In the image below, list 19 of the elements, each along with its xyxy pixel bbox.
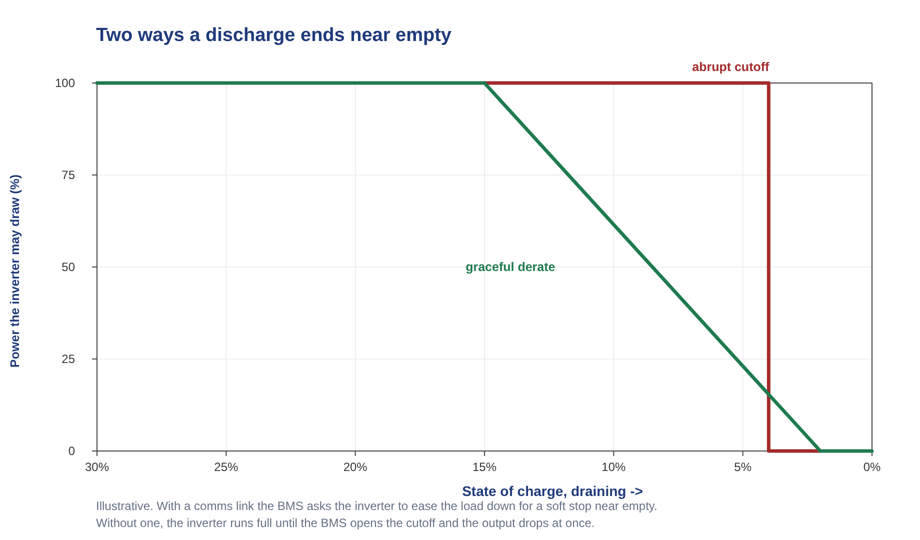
- series-label: abrupt cutoff: [692, 60, 770, 74]
- x-tick-label: 0%: [863, 460, 881, 474]
- y-tick-label: 50: [62, 260, 76, 274]
- x-tick-label: 15%: [472, 460, 497, 474]
- text: graceful derate: [466, 260, 556, 274]
- x-axis-title: State of charge, draining ->: [462, 483, 643, 499]
- y-axis-title: Power the inverter may draw (%): [8, 174, 22, 368]
- x-tick-label: 10%: [602, 460, 626, 474]
- y-tick-label: 25: [62, 352, 76, 366]
- y-tick-label: 100: [54, 76, 76, 90]
- x-tick-label: 20%: [343, 460, 368, 474]
- x-tick-label: 25%: [214, 460, 238, 474]
- x-tick-label: 5%: [734, 460, 752, 474]
- y-tick-label: 0: [68, 444, 76, 458]
- x-tick-label: 30%: [84, 460, 110, 474]
- chart-title: Two ways a discharge ends near empty: [96, 25, 452, 46]
- text: Without one, the inverter runs full until the BMS opens the cutoff and the output drops at once.: [96, 516, 595, 530]
- y-tick-label: 75: [62, 168, 76, 182]
- text: Illustrative. With a comms link the BMS asks the inverter to ease the load down for a soft stop near empty.: [96, 499, 658, 513]
